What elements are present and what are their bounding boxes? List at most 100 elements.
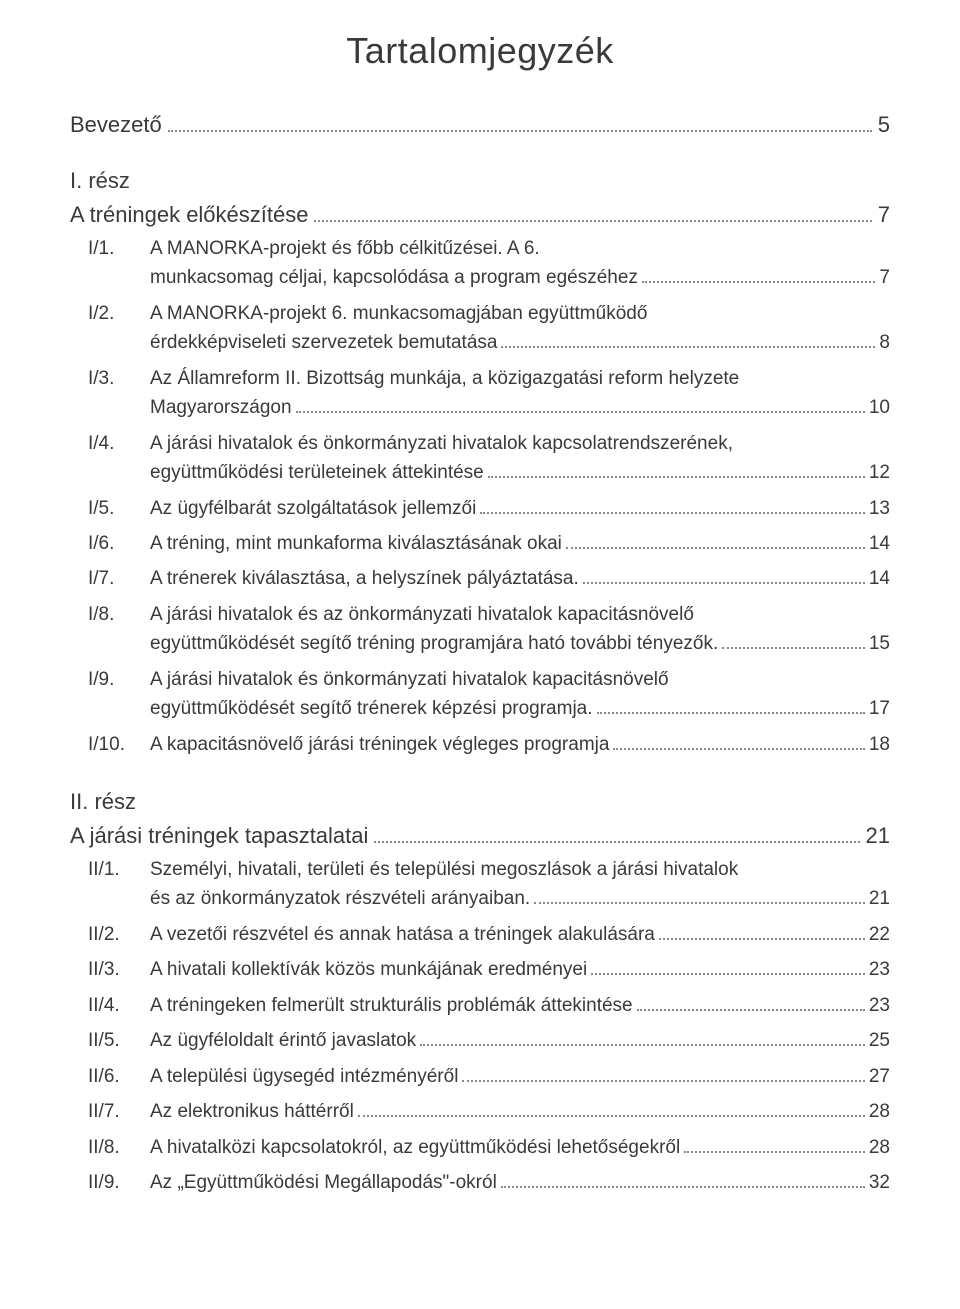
entry-page: 28 [869,1097,890,1126]
entry-page: 13 [869,494,890,523]
entry-line: A tréningeken felmerült strukturális pro… [150,991,890,1020]
entry-page: 27 [869,1062,890,1091]
leader-dots [314,220,871,222]
section-subtitle: A tréningek előkészítése [70,202,308,228]
entry-page: 10 [869,393,890,422]
section-heading-row: Bevezető 5 [70,112,890,138]
entry-text-wrap: A kapacitásnövelő járási tréningek végle… [150,730,890,759]
toc-entry: II/3.A hivatali kollektívák közös munkáj… [88,955,890,984]
entry-number: I/8. [88,600,150,629]
leader-dots [613,748,864,750]
entry-line: Magyarországon 10 [150,393,890,422]
entry-number: II/6. [88,1062,150,1091]
leader-dots [637,1009,865,1011]
entry-line: A trénerek kiválasztása, a helyszínek pá… [150,564,890,593]
entry-number: II/1. [88,855,150,884]
entry-text-wrap: Az Államreform II. Bizottság munkája, a … [150,364,890,423]
section-label: II. rész [70,789,890,815]
entry-line: A vezetői részvétel és annak hatása a tr… [150,920,890,949]
entry-number: I/4. [88,429,150,458]
entry-text-wrap: A trénerek kiválasztása, a helyszínek pá… [150,564,890,593]
entry-text: Az ügyfélbarát szolgáltatások jellemzői [150,494,476,523]
toc-entry: I/10.A kapacitásnövelő járási tréningek … [88,730,890,759]
entry-text-wrap: A járási hivatalok és önkormányzati hiva… [150,429,890,488]
section-subtitle: A járási tréningek tapasztalatai [70,823,368,849]
leader-dots [420,1044,865,1046]
entry-text: A kapacitásnövelő járási tréningek végle… [150,730,609,759]
entry-number: I/9. [88,665,150,694]
entry-page: 21 [869,884,890,913]
entry-text: A vezetői részvétel és annak hatása a tr… [150,920,655,949]
entry-line: Személyi, hivatali, területi és települé… [150,855,890,884]
entry-text: munkacsomag céljai, kapcsolódása a progr… [150,263,638,292]
entry-line: Az „Együttműködési Megállapodás"-okról32 [150,1168,890,1197]
leader-dots [168,130,872,132]
entry-line: együttműködését segítő trénerek képzési … [150,694,890,723]
entry-line: Az elektronikus háttérről28 [150,1097,890,1126]
entry-page: 15 [869,629,890,658]
entry-page: 23 [869,991,890,1020]
entry-text: Magyarországon [150,393,292,422]
entry-line: A járási hivatalok és önkormányzati hiva… [150,665,890,694]
toc-entry: II/1.Személyi, hivatali, területi és tel… [88,855,890,914]
entry-number: II/7. [88,1097,150,1126]
toc-entry: I/1.A MANORKA-projekt és főbb célkitűzés… [88,234,890,293]
section-subtitle-row: A tréningek előkészítése7 [70,202,890,228]
entry-line: A települési ügysegéd intézményéről 27 [150,1062,890,1091]
leader-dots [659,938,865,940]
entry-text: Személyi, hivatali, területi és települé… [150,855,738,884]
entry-line: A kapacitásnövelő járási tréningek végle… [150,730,890,759]
entry-number: I/3. [88,364,150,393]
entry-line: A MANORKA-projekt és főbb célkitűzései. … [150,234,890,263]
entry-text: A trénerek kiválasztása, a helyszínek pá… [150,564,579,593]
section-page: 5 [878,112,890,138]
leader-dots [566,547,865,549]
entry-text: Az ügyféloldalt érintő javaslatok [150,1026,416,1055]
entry-text-wrap: A MANORKA-projekt 6. munkacsomagjában eg… [150,299,890,358]
entry-text-wrap: A tréningeken felmerült strukturális pro… [150,991,890,1020]
leader-dots [480,512,865,514]
leader-dots [488,476,865,478]
entry-text: A hivatalközi kapcsolatokról, az együttm… [150,1133,680,1162]
entry-text-wrap: Személyi, hivatali, területi és települé… [150,855,890,914]
entry-page: 12 [869,458,890,487]
entry-text: A MANORKA-projekt és főbb célkitűzései. … [150,234,540,263]
toc-entry: I/4.A járási hivatalok és önkormányzati … [88,429,890,488]
toc-entry: II/5.Az ügyféloldalt érintő javaslatok 25 [88,1026,890,1055]
entry-number: II/9. [88,1168,150,1197]
entry-line: munkacsomag céljai, kapcsolódása a progr… [150,263,890,292]
toc-entry: I/5.Az ügyfélbarát szolgáltatások jellem… [88,494,890,523]
entry-text-wrap: Az ügyfélbarát szolgáltatások jellemzői 1… [150,494,890,523]
leader-dots [722,647,865,649]
leader-dots [642,281,875,283]
entry-number: II/5. [88,1026,150,1055]
entry-page: 8 [879,328,890,357]
section-subtitle-row: A járási tréningek tapasztalatai21 [70,823,890,849]
entry-line: együttműködési területeinek áttekintése1… [150,458,890,487]
toc-entry: II/2.A vezetői részvétel és annak hatása… [88,920,890,949]
entry-text-wrap: A hivatali kollektívák közös munkájának … [150,955,890,984]
entry-line: A járási hivatalok és önkormányzati hiva… [150,429,890,458]
entry-line: Az ügyfélbarát szolgáltatások jellemzői 1… [150,494,890,523]
leader-dots [501,1186,865,1188]
entry-number: I/6. [88,529,150,558]
leader-dots [501,346,875,348]
entry-number: I/5. [88,494,150,523]
toc-entry: I/6.A tréning, mint munkaforma kiválaszt… [88,529,890,558]
toc-entry: II/9.Az „Együttműködési Megállapodás"-ok… [88,1168,890,1197]
entry-text: A települési ügysegéd intézményéről [150,1062,458,1091]
section-label: Bevezető [70,112,162,138]
leader-dots [684,1151,865,1153]
leader-dots [296,411,865,413]
entry-number: I/10. [88,730,150,759]
entry-text-wrap: A hivatalközi kapcsolatokról, az együttm… [150,1133,890,1162]
entry-text-wrap: A MANORKA-projekt és főbb célkitűzései. … [150,234,890,293]
toc-entry: I/7.A trénerek kiválasztása, a helyszíne… [88,564,890,593]
entry-text-wrap: A települési ügysegéd intézményéről 27 [150,1062,890,1091]
entry-line: együttműködését segítő tréning programjá… [150,629,890,658]
entry-text-wrap: Az „Együttműködési Megállapodás"-okról32 [150,1168,890,1197]
entry-page: 25 [869,1026,890,1055]
leader-dots [374,841,859,843]
entry-page: 7 [879,263,890,292]
toc-entry: I/8.A járási hivatalok és az önkormányza… [88,600,890,659]
